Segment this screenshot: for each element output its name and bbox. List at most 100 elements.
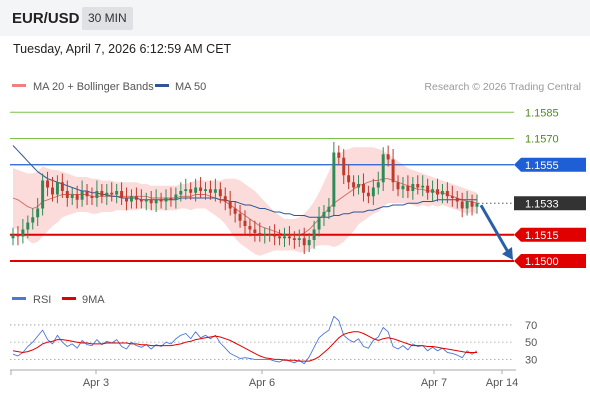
candle: [332, 142, 336, 216]
candle-body: [475, 203, 479, 207]
x-tick-label: Apr 6: [249, 377, 275, 389]
candle: [248, 219, 252, 237]
candle-body: [41, 180, 45, 209]
candle: [36, 198, 40, 226]
candle-body: [416, 184, 420, 188]
candle: [307, 233, 311, 253]
candle: [436, 178, 439, 202]
candle: [253, 220, 257, 242]
candle: [421, 175, 425, 197]
candle-body: [110, 192, 114, 195]
candle: [149, 191, 153, 211]
candle: [371, 178, 375, 205]
candle-body: [283, 236, 286, 239]
candle-body: [90, 196, 94, 198]
candle: [169, 187, 173, 207]
candle-body: [342, 157, 346, 176]
candle: [361, 173, 365, 202]
x-tick-label: Apr 14: [486, 377, 518, 389]
rsi-tick-label: 70: [525, 320, 537, 332]
rsi-legend-swatch: [12, 297, 26, 300]
timeframe-badge[interactable]: 30 MIN: [82, 7, 133, 30]
candle-body: [159, 199, 163, 202]
candle: [317, 206, 321, 237]
candle-body: [238, 213, 242, 221]
candle-body: [26, 222, 30, 230]
candle: [213, 178, 217, 202]
candle-body: [179, 191, 183, 195]
symbol-label: EUR/USD: [12, 10, 80, 27]
forecast-arrow-head: [502, 247, 513, 260]
level-label-3: 1.1533: [525, 198, 559, 210]
candle: [470, 194, 474, 216]
ma50-legend-label: MA 50: [175, 81, 206, 93]
candle-body: [11, 234, 15, 239]
candle: [406, 175, 410, 198]
datetime-label: Tuesday, April 7, 2026 6:12:59 AM CET: [13, 42, 232, 56]
candle-body: [371, 187, 375, 197]
candle: [80, 180, 84, 207]
candle: [445, 182, 449, 204]
candle-body: [396, 182, 400, 190]
candle: [357, 175, 361, 195]
candle: [376, 171, 380, 195]
candle: [342, 149, 346, 184]
candle-body: [391, 159, 395, 183]
candle: [283, 227, 286, 247]
candle-body: [233, 208, 237, 214]
candle: [312, 220, 316, 249]
candle-body: [65, 191, 69, 198]
rsi-line: [12, 315, 478, 365]
candle-body: [411, 184, 415, 191]
candle: [21, 219, 25, 244]
candle: [278, 229, 282, 246]
rsi-tick-label: 50: [525, 337, 537, 349]
candle: [179, 182, 183, 202]
level-label-0: 1.1585: [525, 107, 559, 119]
candle-body: [248, 226, 252, 230]
candle-body: [431, 189, 435, 193]
candle-body: [450, 196, 454, 198]
candle-body: [223, 196, 227, 202]
candle-body: [307, 240, 311, 246]
candle: [228, 191, 232, 216]
candle-body: [312, 229, 316, 240]
candle: [199, 177, 203, 198]
rsi-ma-legend-swatch: [62, 297, 76, 300]
candle: [297, 229, 301, 247]
candle-body: [51, 187, 54, 195]
candle-body: [164, 198, 168, 202]
candle-body: [460, 201, 464, 209]
x-tick-label: Apr 3: [83, 377, 109, 389]
candle: [208, 180, 212, 200]
candle-body: [455, 198, 459, 202]
candle: [31, 208, 35, 230]
candle: [11, 227, 15, 246]
candle: [154, 189, 158, 212]
candle: [194, 178, 198, 202]
candle-body: [85, 191, 89, 197]
candle: [55, 175, 59, 204]
candle: [110, 182, 114, 202]
candle: [16, 226, 20, 246]
candle: [431, 180, 435, 202]
candle-body: [218, 189, 222, 197]
candle-body: [16, 234, 20, 237]
candle-body: [401, 185, 405, 190]
candle: [105, 184, 109, 205]
level-tag-2: [514, 157, 586, 172]
candle: [204, 182, 207, 200]
x-tick-label: Apr 7: [421, 377, 447, 389]
candle: [258, 222, 262, 242]
candle-body: [129, 196, 133, 202]
candle: [41, 173, 45, 216]
candle: [26, 215, 30, 239]
candle: [287, 226, 291, 246]
candle-body: [366, 192, 370, 197]
level-tag-5: [514, 254, 586, 268]
candle-body: [436, 189, 439, 195]
candle: [465, 191, 469, 216]
candle-body: [36, 208, 40, 218]
candle-body: [80, 191, 84, 200]
